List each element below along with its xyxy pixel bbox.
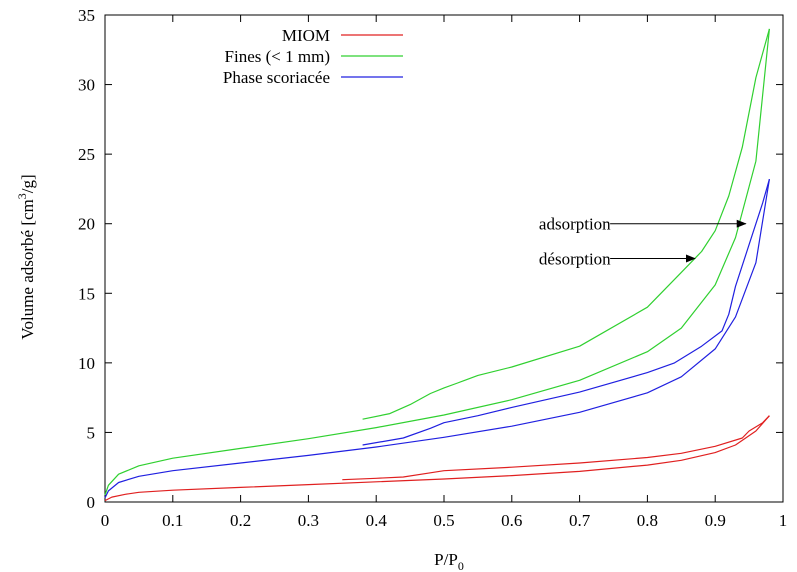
y-tick-label: 10 xyxy=(78,354,95,373)
x-tick-label: 0.2 xyxy=(230,511,251,530)
legend-entry-1: Fines (< 1 mm) xyxy=(225,47,330,66)
annotation-label-1: désorption xyxy=(539,250,611,269)
series-line-adsorption-0 xyxy=(104,415,770,502)
series-line-desorption-2 xyxy=(362,179,770,446)
x-tick-label: 0 xyxy=(101,511,110,530)
y-tick-label: 15 xyxy=(78,284,95,303)
x-tick-label: 0.9 xyxy=(705,511,726,530)
y-tick-label: 25 xyxy=(78,145,95,164)
x-axis-label: P/P0 xyxy=(434,550,464,572)
annotation-label-0: adsorption xyxy=(539,215,611,234)
series-line-adsorption-1 xyxy=(104,28,770,496)
legend-entry-2: Phase scoriacée xyxy=(223,68,330,87)
y-tick-label: 5 xyxy=(87,423,96,442)
y-tick-label: 0 xyxy=(87,493,96,512)
x-tick-label: 0.1 xyxy=(162,511,183,530)
x-tick-label: 0.7 xyxy=(569,511,591,530)
series-line-adsorption-2 xyxy=(104,179,770,499)
legend-entry-0: MIOM xyxy=(282,26,330,45)
x-tick-label: 0.3 xyxy=(298,511,319,530)
y-axis-label: Volume adsorbé [cm3/g] xyxy=(15,174,37,339)
x-tick-label: 1 xyxy=(779,511,788,530)
y-tick-label: 35 xyxy=(78,6,95,25)
series-line-desorption-1 xyxy=(362,28,770,420)
y-tick-label: 20 xyxy=(78,215,95,234)
x-tick-label: 0.8 xyxy=(637,511,658,530)
x-tick-label: 0.6 xyxy=(501,511,522,530)
x-tick-label: 0.4 xyxy=(366,511,388,530)
x-tick-label: 0.5 xyxy=(433,511,454,530)
series-line-desorption-0 xyxy=(342,415,770,481)
y-tick-label: 30 xyxy=(78,76,95,95)
